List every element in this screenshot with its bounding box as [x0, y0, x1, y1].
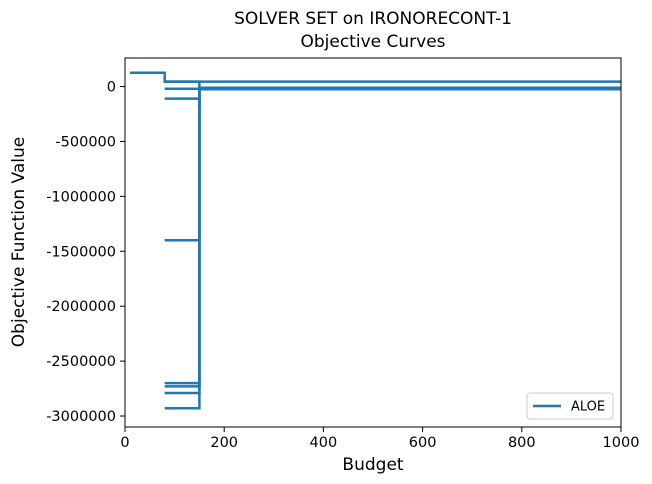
y-axis-label: Objective Function Value: [9, 137, 29, 347]
plot-frame: [124, 57, 622, 428]
x-tick-label: 200: [210, 435, 238, 451]
series-line-9: [164, 87, 621, 410]
series-line-5: [164, 88, 621, 242]
y-tick-label: -2000000: [46, 299, 116, 315]
x-tick-label: 600: [409, 435, 437, 451]
chart-subtitle: Objective Curves: [300, 32, 445, 52]
y-tick-label: -1000000: [46, 189, 116, 205]
legend: ALOE: [526, 392, 614, 420]
x-tick-label: 800: [508, 435, 536, 451]
legend-box: [526, 392, 614, 420]
y-tick-label: -1500000: [46, 244, 116, 260]
y-axis-ticks: 0 -500000 -1000000 -1500000 -2000000 -2500000…: [46, 80, 125, 425]
series-line-6: [164, 86, 621, 385]
chart-title: SOLVER SET on IRONORECONT-1: [234, 9, 512, 29]
legend-label-aloe: ALOE: [571, 400, 605, 415]
series-layer: [130, 71, 621, 410]
y-tick-label: -3000000: [46, 409, 116, 425]
series-line-8: [164, 87, 621, 395]
x-tick-label: 400: [310, 435, 338, 451]
y-tick-label: -2500000: [46, 354, 116, 370]
x-tick-label: 1000: [603, 435, 640, 451]
x-tick-label: 0: [120, 435, 129, 451]
series-line-1: [130, 71, 621, 83]
x-axis-label: Budget: [342, 455, 403, 475]
series-line-7: [164, 87, 621, 388]
x-axis-ticks: 0 200 400 600 800 1000: [120, 427, 639, 451]
y-tick-label: 0: [107, 80, 116, 96]
y-tick-label: -500000: [55, 134, 116, 150]
